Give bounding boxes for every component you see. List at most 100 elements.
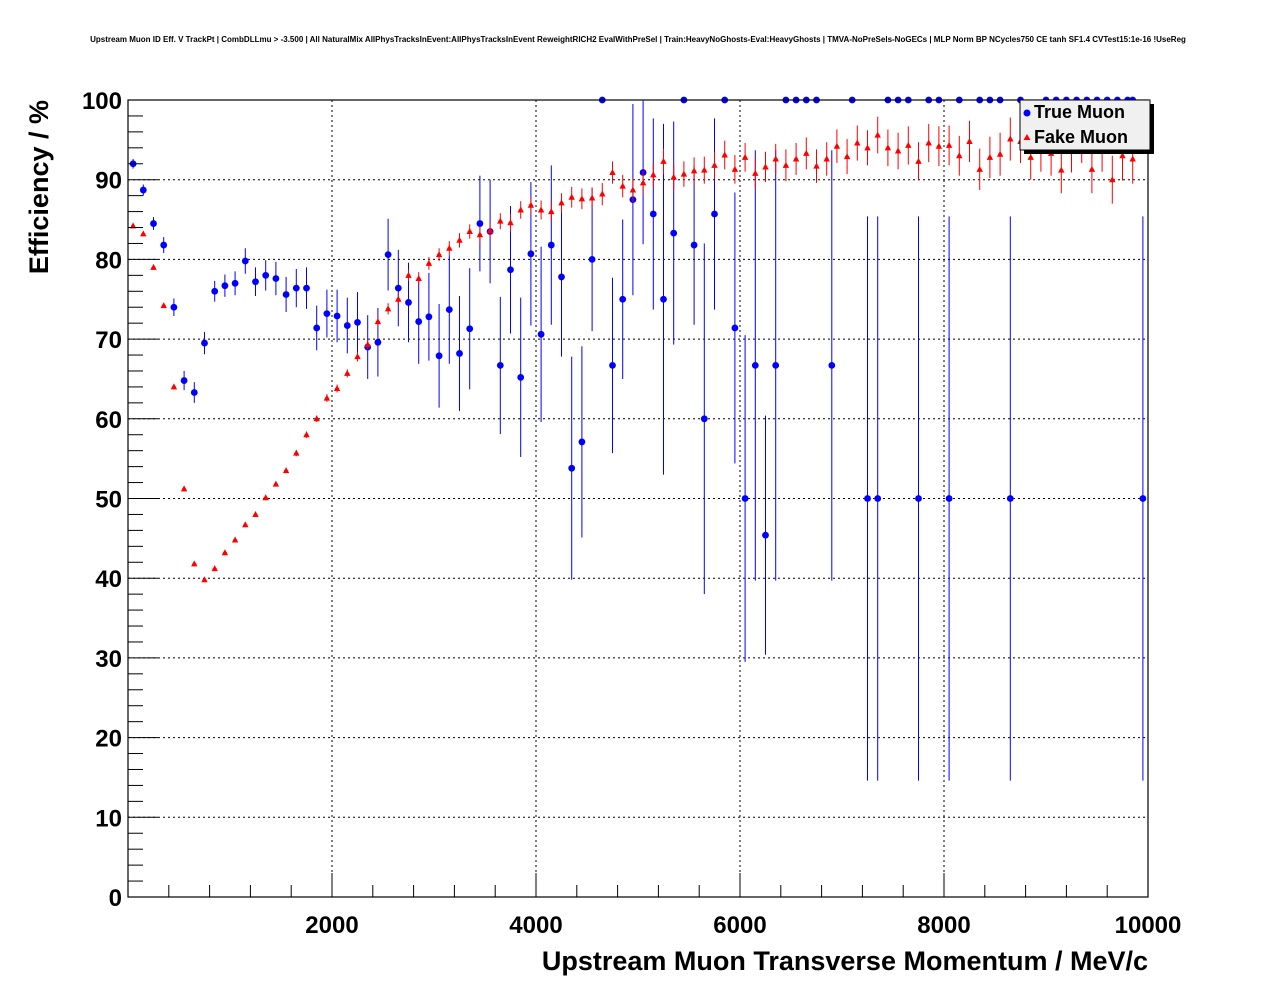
data-point [333, 312, 341, 320]
data-point [405, 271, 412, 278]
data-point [1109, 176, 1116, 183]
data-point [568, 464, 576, 472]
data-point [466, 325, 474, 333]
data-point [160, 302, 167, 309]
data-point [731, 324, 739, 332]
data-point [670, 229, 678, 237]
data-point [915, 157, 922, 164]
data-point [140, 230, 147, 237]
data-point [660, 157, 667, 164]
x-tick-label: 6000 [713, 912, 766, 939]
data-point [915, 495, 922, 502]
data-point [701, 166, 708, 173]
data-point [303, 431, 310, 438]
data-point [752, 169, 759, 176]
data-point [558, 199, 565, 206]
y-tick-label: 50 [95, 487, 122, 514]
y-axis-label: Efficiency / % [24, 100, 54, 274]
data-point [323, 310, 331, 317]
y-tick-label: 100 [82, 88, 122, 115]
data-point [1129, 155, 1136, 162]
y-tick-label: 30 [95, 646, 122, 673]
data-point [976, 165, 983, 172]
data-point [343, 322, 351, 329]
data-point [507, 219, 514, 226]
y-tick-label: 10 [95, 805, 122, 832]
data-point [384, 251, 392, 259]
legend-true-muon-marker [1023, 109, 1031, 117]
data-point [344, 369, 351, 376]
data-point [180, 377, 188, 384]
data-point [1088, 165, 1096, 172]
data-point [150, 220, 157, 227]
data-point [374, 338, 382, 346]
series-fake-muon [129, 116, 1136, 583]
data-point [497, 217, 504, 224]
data-point [894, 147, 902, 154]
data-point [354, 318, 361, 326]
data-point [190, 389, 198, 396]
data-point [191, 560, 198, 567]
y-tick-label: 20 [95, 726, 122, 753]
data-point [374, 318, 382, 325]
data-point [639, 179, 647, 186]
data-point [751, 362, 759, 369]
data-point [445, 306, 453, 314]
data-point [599, 190, 606, 197]
data-point [578, 438, 586, 446]
data-point [700, 415, 708, 423]
legend: True Muon Fake Muon [1019, 99, 1154, 154]
data-point [945, 141, 953, 148]
data-point [425, 313, 433, 321]
data-point [956, 152, 963, 159]
data-point [160, 241, 168, 249]
x-tick-label: 4000 [509, 912, 562, 939]
data-point [1006, 495, 1014, 502]
data-point [568, 193, 575, 200]
data-point [843, 153, 851, 160]
data-point [211, 287, 219, 295]
data-point [864, 495, 871, 502]
data-point [333, 385, 341, 392]
data-point [1058, 166, 1065, 173]
data-point [874, 495, 882, 502]
data-point [588, 194, 596, 201]
data-point [874, 131, 881, 138]
data-point [741, 495, 749, 502]
data-point [272, 275, 280, 282]
data-point [1139, 495, 1147, 502]
data-point [139, 186, 147, 194]
data-point [537, 206, 545, 213]
data-point [1119, 152, 1126, 159]
data-point [456, 236, 463, 243]
data-point [262, 494, 269, 501]
data-point [578, 195, 586, 202]
data-point [762, 531, 769, 539]
data-point [619, 182, 626, 189]
data-point [262, 271, 270, 279]
data-point [609, 362, 616, 369]
data-point [293, 449, 300, 456]
axis-ticks: 2000 4000 6000 8000 10000 0 10 20 30 40 50 60 70 80 90… [82, 88, 1181, 939]
data-point [435, 352, 443, 360]
y-tick-label: 60 [95, 407, 122, 434]
data-point [772, 155, 779, 162]
legend-fake-muon-label: Fake Muon [1034, 127, 1128, 147]
data-point [731, 165, 739, 172]
y-tick-label: 90 [95, 168, 122, 195]
data-point [292, 284, 300, 292]
data-point [170, 303, 178, 311]
data-point [313, 324, 321, 332]
x-tick-label: 10000 [1115, 912, 1182, 939]
data-point [384, 305, 392, 312]
data-point [609, 169, 616, 176]
data-point [252, 510, 259, 517]
x-tick-label: 2000 [305, 912, 358, 939]
data-point [782, 161, 790, 168]
data-point [211, 565, 218, 572]
y-tick-label: 40 [95, 566, 122, 593]
data-point [425, 259, 433, 266]
x-axis-label: Upstream Muon Transverse Momentum / MeV/… [542, 946, 1148, 976]
data-point [945, 495, 953, 502]
data-point [507, 266, 514, 274]
